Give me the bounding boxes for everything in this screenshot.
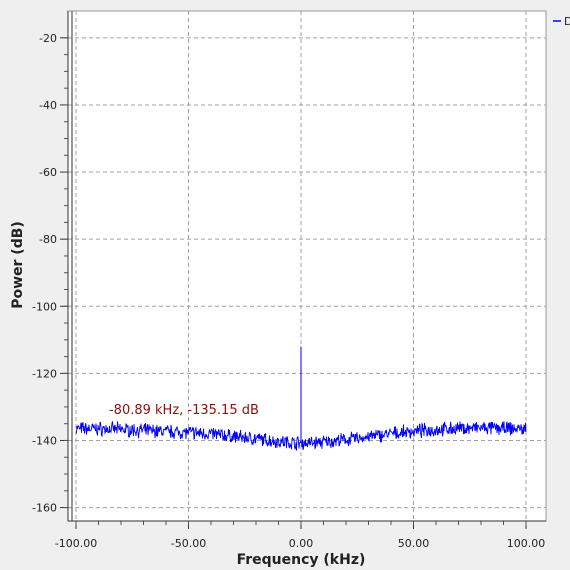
x-axis-title: Frequency (kHz) bbox=[237, 552, 366, 568]
plot-canvas[interactable] bbox=[67, 10, 547, 522]
y-tick-label: -60 bbox=[39, 166, 57, 179]
legend-entry-label: D bbox=[564, 15, 570, 28]
trace-layer bbox=[75, 346, 527, 451]
legend[interactable]: D bbox=[553, 15, 570, 28]
y-tick-label: -40 bbox=[39, 99, 57, 112]
y-axis-title: Power (dB) bbox=[10, 221, 26, 309]
y-tick-label: -80 bbox=[39, 233, 57, 246]
axes: -100.00 -50.00 0.00 50.00 100.00 -20 -40 -60 -80… bbox=[32, 11, 546, 550]
marker-annotation: -80.89 kHz, -135.15 dB bbox=[109, 403, 259, 418]
y-tick-label: -120 bbox=[32, 367, 57, 380]
x-tick-label: -100.00 bbox=[55, 537, 97, 550]
x-tick-label: -50.00 bbox=[171, 537, 206, 550]
x-tick-label: 0.00 bbox=[289, 537, 314, 550]
y-tick-label: -160 bbox=[32, 502, 57, 515]
y-tick-label: -140 bbox=[32, 434, 57, 447]
x-tick-label: 100.00 bbox=[507, 537, 546, 550]
grid-lines bbox=[68, 11, 546, 521]
y-tick-label: -100 bbox=[32, 300, 57, 313]
x-tick-label: 50.00 bbox=[398, 537, 430, 550]
y-tick-label: -20 bbox=[39, 32, 57, 45]
